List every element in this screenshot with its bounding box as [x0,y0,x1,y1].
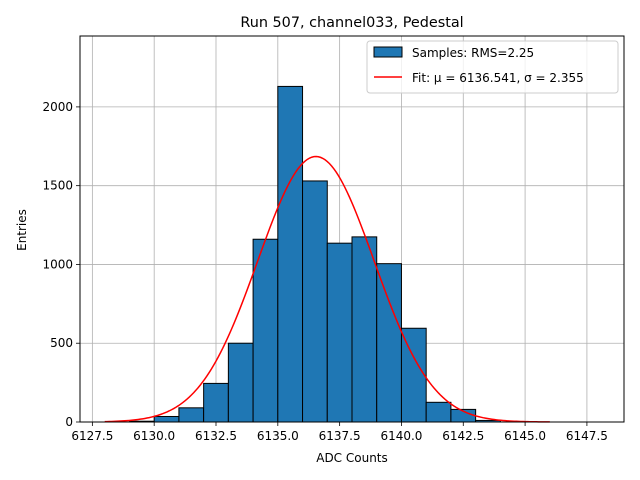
x-tick-label-6: 6142.5 [442,429,484,443]
histogram-bar-10 [376,263,402,423]
histogram-bar-2 [178,407,205,423]
legend: Samples: RMS=2.25 Fit: μ = 6136.541, σ =… [366,40,619,94]
legend-label-fit: Fit: μ = 6136.541, σ = 2.355 [412,71,584,85]
x-tick-label-8: 6147.5 [566,429,608,443]
fit-curve [104,155,550,423]
x-tick-label-4: 6137.5 [319,429,361,443]
y-tick-label-0: 0 [65,415,73,429]
y-tick-label-4: 2000 [42,100,73,114]
histogram-bar-7 [302,180,328,423]
histogram-bar-11 [400,327,427,423]
histogram-bar-6 [277,85,304,423]
y-tick-label-2: 1000 [42,257,73,271]
histogram-bar-1 [153,415,180,423]
histogram-bar-3 [203,382,229,423]
histogram-bar-4 [227,342,254,423]
legend-swatch-samples [373,46,403,58]
x-axis-label: ADC Counts [316,451,388,465]
y-tick-label-3: 1500 [42,179,73,193]
fit-curve-layer [104,155,550,423]
legend-label-samples: Samples: RMS=2.25 [412,46,534,60]
x-axis-ticks: 6127.5 6130.0 6132.5 6135.0 6137.5 6140.0 6142… [71,422,608,443]
y-tick-label-1: 500 [50,336,73,350]
histogram-bar-9 [351,236,378,423]
x-tick-label-7: 6145.0 [504,429,546,443]
histogram-bar-5 [252,238,279,423]
chart-title: Run 507, channel033, Pedestal [240,15,463,31]
x-tick-label-1: 6130.0 [133,429,175,443]
histogram-bar-8 [326,242,353,423]
histogram-bars [128,85,501,423]
y-axis-label: Entries [15,209,29,251]
y-axis-ticks: 0 500 1000 1500 2000 [42,100,80,429]
histogram-bar-12 [425,401,452,423]
x-tick-label-3: 6135.0 [257,429,299,443]
x-tick-label-5: 6140.0 [380,429,422,443]
x-tick-label-0: 6127.5 [71,429,113,443]
legend-box [366,40,619,94]
plot-frame [79,35,625,423]
x-tick-label-2: 6132.5 [195,429,237,443]
grid [80,36,624,423]
